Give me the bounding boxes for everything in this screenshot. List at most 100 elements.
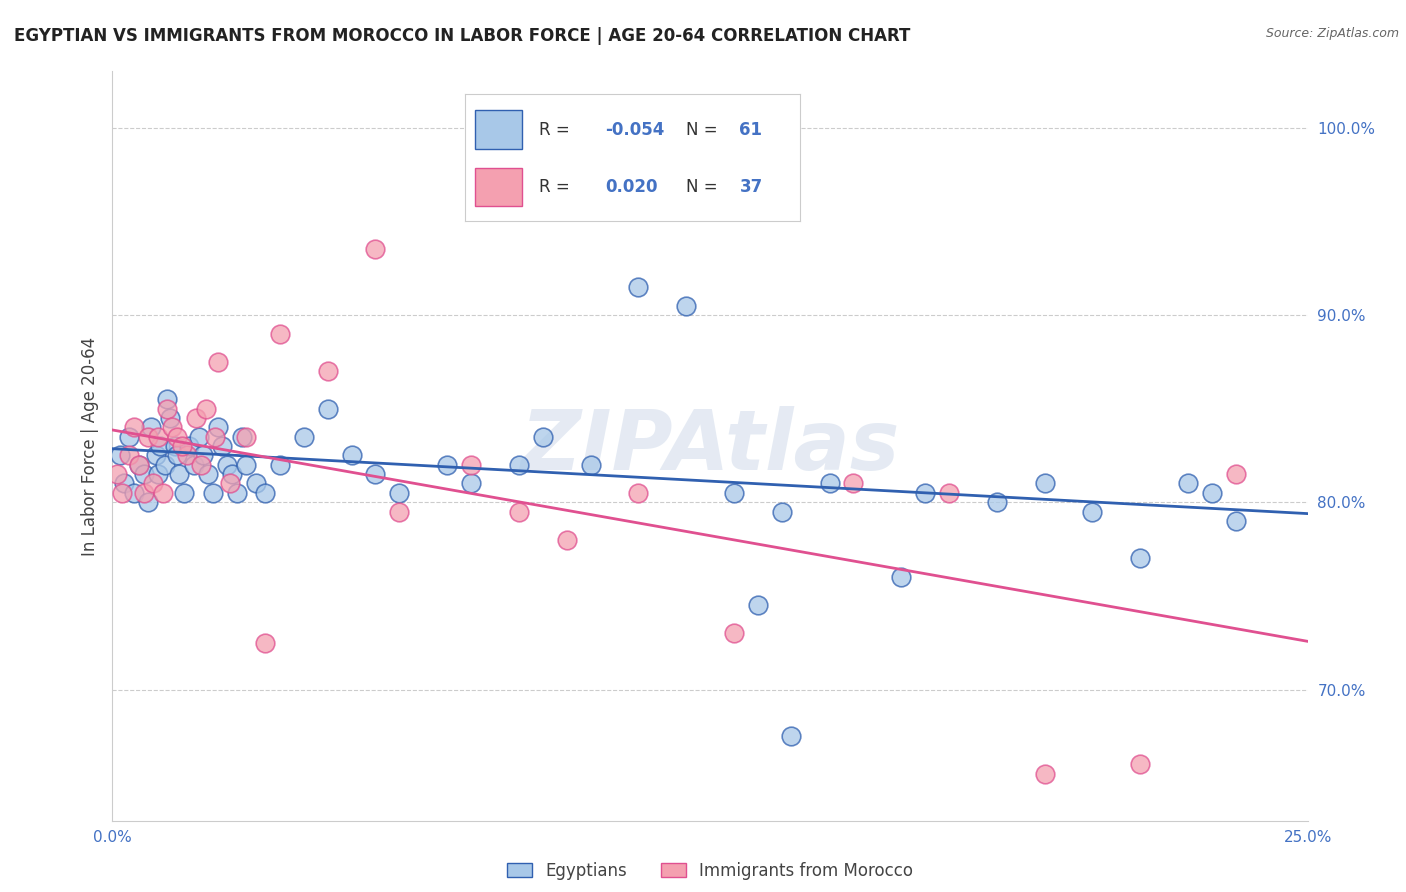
Point	[217, 458, 239, 472]
Point	[163, 439, 186, 453]
Point	[460, 476, 482, 491]
Point	[531, 430, 554, 444]
Point	[201, 486, 224, 500]
Point	[105, 467, 128, 482]
Point	[204, 430, 226, 444]
Point	[579, 458, 602, 472]
Text: ZIPAtlas: ZIPAtlas	[520, 406, 900, 486]
Point	[173, 486, 195, 500]
Point	[132, 486, 155, 500]
Point	[183, 458, 205, 472]
Point	[146, 467, 169, 482]
Point	[138, 430, 160, 444]
Point	[555, 533, 578, 547]
Point	[139, 420, 162, 434]
Point	[1225, 514, 1247, 528]
Point	[914, 486, 936, 500]
Point	[292, 430, 315, 444]
Point	[153, 458, 176, 472]
Point	[156, 401, 179, 416]
Point	[190, 458, 212, 472]
Point	[114, 476, 135, 491]
Point	[1033, 476, 1056, 491]
Point	[1201, 486, 1223, 500]
Point	[207, 355, 229, 369]
Point	[193, 449, 215, 463]
Point	[986, 495, 1008, 509]
Point	[364, 467, 387, 482]
Point	[118, 430, 141, 444]
Point	[1033, 767, 1056, 781]
Point	[254, 636, 277, 650]
Point	[245, 476, 267, 491]
Point	[269, 458, 291, 472]
Point	[122, 420, 145, 434]
Point	[388, 505, 411, 519]
Point	[218, 476, 240, 491]
Point	[747, 599, 769, 613]
Point	[1129, 551, 1152, 566]
Point	[818, 476, 841, 491]
Point	[723, 486, 745, 500]
Point	[149, 439, 172, 453]
Point	[436, 458, 458, 472]
Point	[197, 467, 219, 482]
Point	[166, 449, 188, 463]
Point	[207, 420, 229, 434]
Point	[508, 458, 530, 472]
Point	[235, 430, 257, 444]
Point	[1129, 757, 1152, 772]
Point	[316, 364, 339, 378]
Point	[938, 486, 960, 500]
Point	[138, 495, 160, 509]
Point	[340, 449, 363, 463]
Point	[555, 112, 578, 126]
Point	[122, 486, 145, 500]
Point	[111, 486, 134, 500]
Point	[231, 430, 253, 444]
Point	[364, 243, 387, 257]
Point	[169, 467, 191, 482]
Y-axis label: In Labor Force | Age 20-64: In Labor Force | Age 20-64	[80, 336, 98, 556]
Point	[186, 410, 208, 425]
Point	[166, 430, 188, 444]
Point	[1225, 467, 1247, 482]
Point	[118, 449, 141, 463]
Point	[128, 458, 150, 472]
Point	[156, 392, 179, 407]
Point	[145, 449, 167, 463]
Point	[770, 505, 793, 519]
Text: Source: ZipAtlas.com: Source: ZipAtlas.com	[1265, 27, 1399, 40]
Point	[132, 467, 155, 482]
Point	[254, 486, 277, 500]
Point	[221, 467, 243, 482]
Point	[194, 401, 217, 416]
Point	[388, 486, 411, 500]
Point	[627, 486, 650, 500]
Point	[890, 570, 912, 584]
Point	[269, 326, 291, 341]
Point	[108, 449, 131, 463]
Point	[627, 280, 650, 294]
Point	[152, 486, 174, 500]
Point	[159, 410, 181, 425]
Point	[211, 439, 233, 453]
Point	[187, 430, 209, 444]
Point	[316, 401, 339, 416]
Point	[842, 476, 865, 491]
Point	[128, 458, 150, 472]
Point	[170, 439, 193, 453]
Point	[1177, 476, 1199, 491]
Point	[1081, 505, 1104, 519]
Point	[142, 476, 165, 491]
Point	[460, 458, 482, 472]
Point	[235, 458, 257, 472]
Point	[723, 626, 745, 640]
Point	[780, 730, 803, 744]
Legend: Egyptians, Immigrants from Morocco: Egyptians, Immigrants from Morocco	[508, 862, 912, 880]
Point	[225, 486, 247, 500]
Point	[176, 449, 198, 463]
Point	[146, 430, 169, 444]
Point	[177, 439, 200, 453]
Text: EGYPTIAN VS IMMIGRANTS FROM MOROCCO IN LABOR FORCE | AGE 20-64 CORRELATION CHART: EGYPTIAN VS IMMIGRANTS FROM MOROCCO IN L…	[14, 27, 911, 45]
